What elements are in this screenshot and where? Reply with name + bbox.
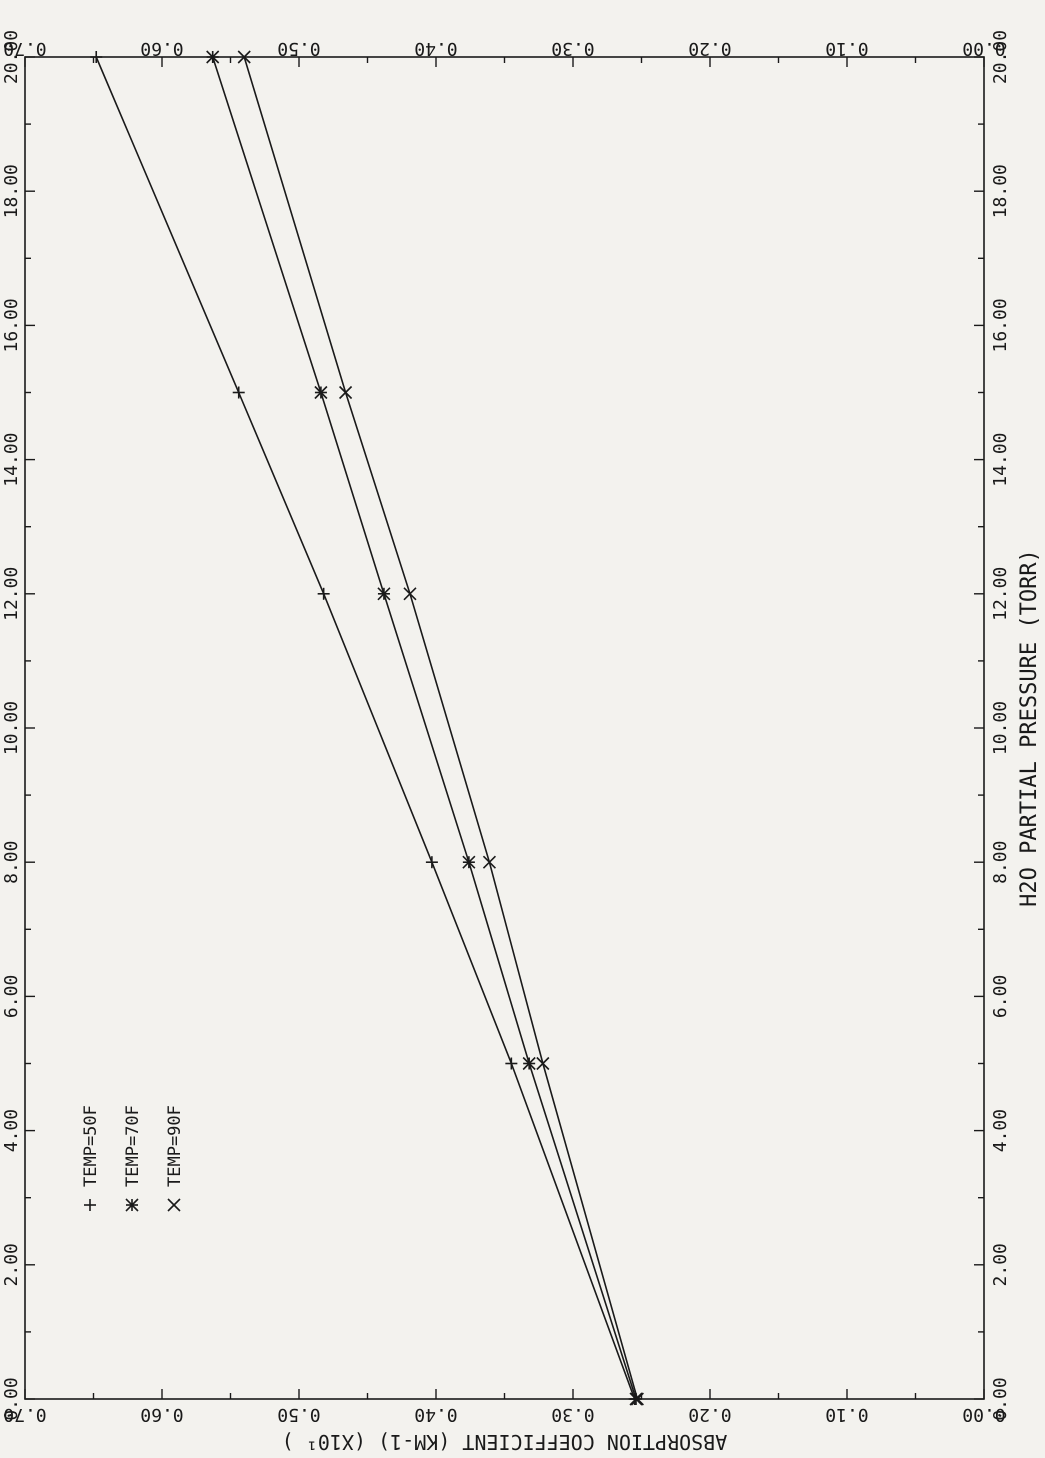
series-line-1 bbox=[95, 56, 636, 1400]
y-tick-label-top: 0.00 bbox=[962, 38, 1005, 59]
data-markers bbox=[90, 50, 644, 1406]
data-point bbox=[314, 385, 328, 400]
data-point bbox=[629, 1392, 643, 1406]
data-point bbox=[377, 587, 391, 601]
y-tick-label-top: 0.50 bbox=[277, 38, 320, 59]
y-tick-label-bottom: 0.70 bbox=[3, 1404, 46, 1425]
x-tick-label-right: 14.00 bbox=[990, 433, 1011, 487]
x-tick-label-left: 18.00 bbox=[1, 164, 22, 218]
legend-label: TEMP=90F bbox=[165, 1105, 185, 1187]
x-tick-label-left: 2.00 bbox=[1, 1243, 22, 1286]
legend-marker bbox=[125, 1198, 139, 1212]
x-tick-label-left: 0.00 bbox=[1, 1377, 22, 1420]
data-point bbox=[317, 587, 330, 600]
data-point bbox=[403, 587, 417, 601]
y-tick-label-top: 0.70 bbox=[3, 38, 46, 59]
x-tick-label-right: 20.00 bbox=[990, 30, 1011, 84]
x-tick-label-left: 12.00 bbox=[1, 567, 22, 621]
data-point bbox=[237, 50, 251, 64]
legend-label: TEMP=70F bbox=[123, 1105, 143, 1187]
x-tick-label-right: 6.00 bbox=[990, 975, 1011, 1018]
legend-label: TEMP=50F bbox=[81, 1105, 101, 1187]
x-tick-label-right: 4.00 bbox=[990, 1109, 1011, 1152]
y-tick-label-bottom: 0.60 bbox=[140, 1404, 183, 1425]
data-point bbox=[482, 855, 496, 869]
x-tick-label-right: 10.00 bbox=[990, 701, 1011, 755]
y-axis-label: ABSORPTION COEFFICIENT (KM-1) (X10¹ ) bbox=[282, 1430, 728, 1454]
x-tick-label-left: 10.00 bbox=[1, 701, 22, 755]
series-line-2 bbox=[211, 56, 637, 1400]
x-tick-label-left: 4.00 bbox=[1, 1109, 22, 1152]
y-tick-label-bottom: 0.30 bbox=[551, 1404, 594, 1425]
data-point bbox=[90, 51, 103, 63]
x-tick-label-left: 14.00 bbox=[1, 433, 22, 487]
data-point bbox=[522, 1056, 536, 1071]
axis-tick-labels: 0.00 0.002.00 2.004.00 4.006.00 6.008.00 8.00… bbox=[1, 30, 1011, 1425]
y-tick-label-bottom: 0.10 bbox=[825, 1404, 868, 1425]
plot-frame bbox=[24, 56, 985, 1400]
y-tick-label-top: 0.20 bbox=[688, 38, 731, 59]
data-point bbox=[630, 1392, 644, 1406]
x-tick-label-left: 8.00 bbox=[1, 841, 22, 884]
data-point bbox=[505, 1057, 518, 1070]
y-tick-label-bottom: 0.50 bbox=[277, 1404, 320, 1425]
legend: TEMP=50F TEMP=70F TEMP=90F bbox=[81, 1105, 185, 1212]
x-tick-label-left: 20.00 bbox=[1, 30, 22, 84]
x-tick-label-left: 6.00 bbox=[1, 975, 22, 1018]
x-tick-label-right: 12.00 bbox=[990, 567, 1011, 621]
x-axis-label: H2O PARTIAL PRESSURE (TORR) bbox=[1017, 549, 1042, 907]
data-point bbox=[206, 50, 220, 64]
legend-marker bbox=[84, 1199, 96, 1211]
series-line-3 bbox=[243, 56, 639, 1400]
x-tick-label-right: 16.00 bbox=[990, 298, 1011, 352]
legend-marker bbox=[167, 1198, 181, 1212]
x-tick-label-right: 2.00 bbox=[990, 1243, 1011, 1286]
x-tick-label-left: 16.00 bbox=[1, 298, 22, 352]
y-tick-label-bottom: 0.20 bbox=[688, 1404, 731, 1425]
y-tick-label-top: 0.10 bbox=[825, 38, 868, 59]
y-tick-label-top: 0.30 bbox=[551, 38, 594, 59]
data-point bbox=[339, 385, 353, 400]
axis-ticks bbox=[24, 56, 985, 1400]
y-tick-label-top: 0.40 bbox=[414, 38, 457, 59]
data-point bbox=[232, 386, 245, 399]
x-tick-label-right: 8.00 bbox=[990, 841, 1011, 884]
series-lines bbox=[95, 56, 639, 1400]
data-point bbox=[536, 1056, 550, 1071]
data-point bbox=[462, 855, 476, 869]
x-tick-label-right: 18.00 bbox=[990, 164, 1011, 218]
data-point bbox=[425, 856, 438, 869]
y-tick-label-top: 0.60 bbox=[140, 38, 183, 59]
y-tick-label-bottom: 0.00 bbox=[962, 1404, 1005, 1425]
y-tick-label-bottom: 0.40 bbox=[414, 1404, 457, 1425]
x-tick-label-right: 0.00 bbox=[990, 1377, 1011, 1420]
